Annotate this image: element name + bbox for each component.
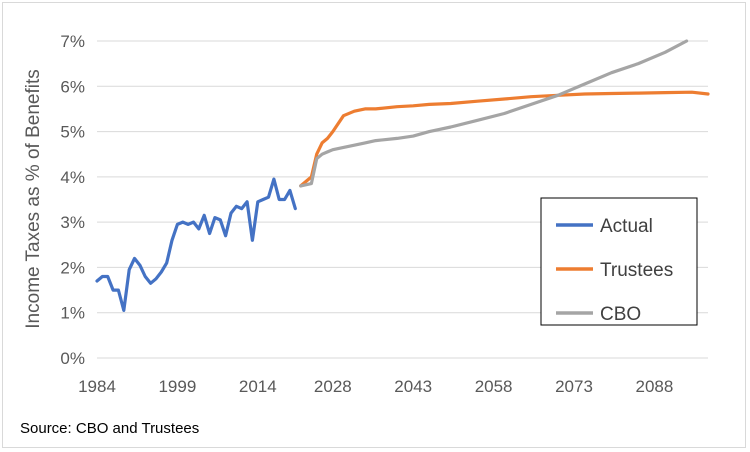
y-tick-label: 7% [60, 32, 85, 51]
source-note: Source: CBO and Trustees [20, 420, 199, 437]
legend: Actual Trustees CBO [540, 197, 698, 326]
x-tick-label: 2088 [635, 377, 673, 396]
line-chart: 0% 1% 2% 3% 4% 5% 6% 7% 1984 1999 2014 2028 2043 205… [20, 32, 710, 437]
x-tick-label: 1999 [158, 377, 196, 396]
x-tick-label: 2014 [239, 377, 277, 396]
y-tick-label: 5% [60, 123, 85, 142]
chart-frame: 0% 1% 2% 3% 4% 5% 6% 7% 1984 1999 2014 2028 2043 205… [2, 2, 746, 448]
y-tick-label: 3% [60, 213, 85, 232]
legend-label-cbo: CBO [600, 304, 641, 325]
y-tick-label: 0% [60, 349, 85, 368]
series-line-cbo [299, 39, 689, 188]
series-line-trustees [299, 90, 710, 188]
legend-label-trustees: Trustees [600, 260, 673, 281]
y-tick-label: 4% [60, 168, 85, 187]
x-tick-label: 2028 [314, 377, 352, 396]
legend-label-actual: Actual [600, 216, 653, 237]
legend-box [540, 197, 698, 326]
series-line-actual [95, 177, 297, 312]
x-tick-label: 2058 [475, 377, 513, 396]
y-tick-label: 2% [60, 258, 85, 277]
x-tick-label: 2073 [555, 377, 593, 396]
y-tick-label: 1% [60, 304, 85, 323]
y-tick-label: 6% [60, 77, 85, 96]
y-axis-label: Income Taxes as % of Benefits [23, 69, 44, 328]
x-tick-label: 2043 [394, 377, 432, 396]
x-tick-label: 1984 [78, 377, 116, 396]
